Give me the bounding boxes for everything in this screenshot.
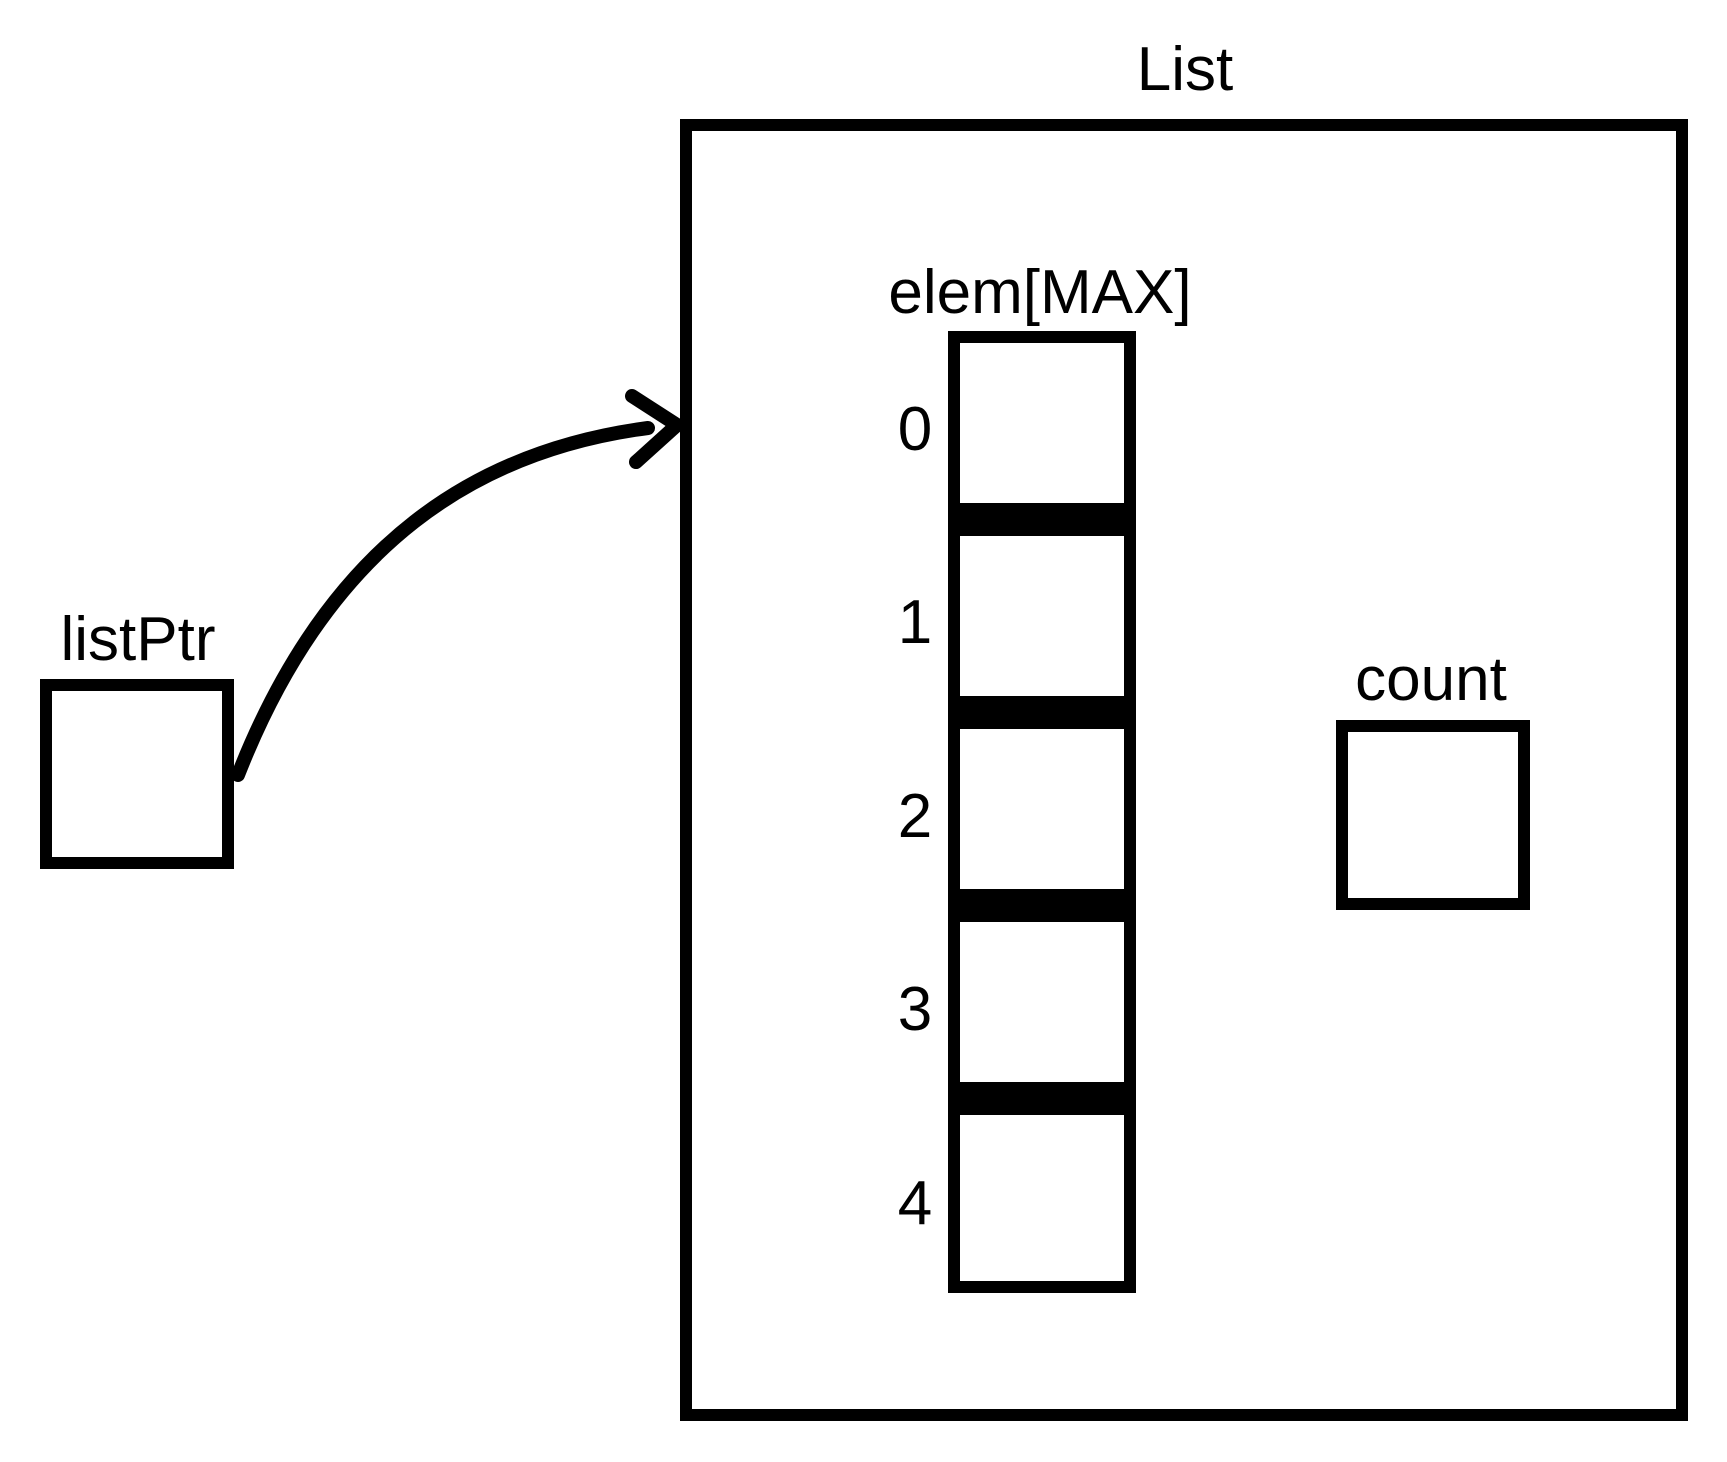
elem-separator <box>948 503 1136 536</box>
elem-cell-0 <box>948 331 1136 515</box>
elem-index-2: 2 <box>898 782 932 851</box>
elem-index-1: 1 <box>898 588 932 657</box>
elem-array-label: elem[MAX] <box>888 258 1191 327</box>
pointer-box <box>40 679 234 869</box>
pointer-arrow <box>231 421 655 782</box>
elem-separator <box>948 1082 1136 1115</box>
list-struct-box <box>680 119 1688 1421</box>
count-box <box>1336 720 1530 910</box>
elem-array <box>948 331 1136 1293</box>
pointer-arrowhead <box>625 389 684 469</box>
elem-cell-2 <box>948 717 1136 901</box>
elem-index-3: 3 <box>898 975 932 1044</box>
list-struct-title: List <box>1137 35 1233 104</box>
elem-cell-3 <box>948 910 1136 1094</box>
elem-index-0: 0 <box>898 395 932 464</box>
elem-cell-4 <box>948 1103 1136 1293</box>
elem-index-4: 4 <box>898 1169 932 1238</box>
count-label: count <box>1355 645 1507 714</box>
pointer-label: listPtr <box>61 605 216 674</box>
elem-cell-1 <box>948 524 1136 708</box>
elem-separator <box>948 889 1136 922</box>
elem-separator <box>948 696 1136 729</box>
